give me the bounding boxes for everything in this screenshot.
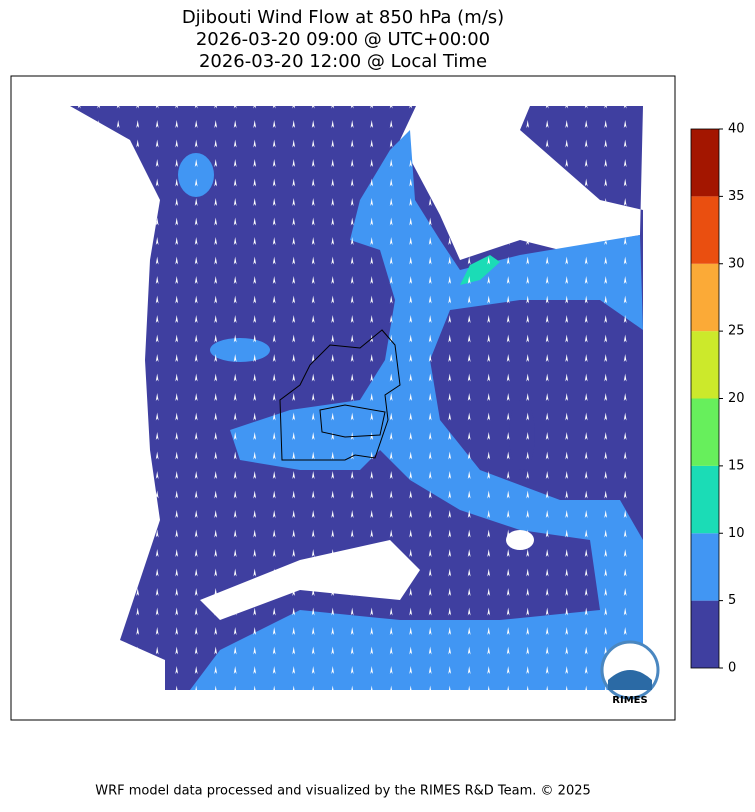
colorbar-tick-label: 5 xyxy=(728,593,736,608)
colorbar-tick-label: 10 xyxy=(728,526,745,541)
colorbar-tick-label: 25 xyxy=(728,324,745,339)
title-line: 2026-03-20 09:00 @ UTC+00:00 xyxy=(196,29,490,50)
map-field xyxy=(70,106,643,690)
map-frame xyxy=(10,75,676,721)
colorbar-segment xyxy=(691,398,719,466)
colorbar-segment xyxy=(691,533,719,601)
colorbar-tick-label: 15 xyxy=(728,458,745,473)
logo-text: RIMES xyxy=(612,695,647,706)
logo: RIMES xyxy=(600,640,660,706)
country-border xyxy=(279,329,401,461)
colorbar-frame xyxy=(690,128,720,669)
colorbar-segment xyxy=(691,465,719,534)
colorbar-tick-label: 35 xyxy=(728,189,745,204)
colorbar-tick-label: 20 xyxy=(728,391,745,406)
colorbar-tick-label: 0 xyxy=(728,661,736,676)
logo-wave xyxy=(608,670,652,690)
colorbar-segment xyxy=(691,129,719,197)
colorbar-segment xyxy=(691,196,719,264)
colorbar-tick-label: 30 xyxy=(728,256,745,271)
colorbar: 0 5 10 15 20 25 30 35 40 xyxy=(691,122,745,676)
colorbar-segment xyxy=(691,331,719,399)
title-line: Djibouti Wind Flow at 850 hPa (m/s) xyxy=(182,7,504,28)
wind-arrows xyxy=(70,106,643,690)
colorbar-segment xyxy=(691,263,719,332)
colorbar-segment xyxy=(691,600,719,668)
footer: WRF model data processed and visualized … xyxy=(95,784,591,799)
colorbar-tick-label: 40 xyxy=(728,122,745,137)
title-line: 2026-03-20 12:00 @ Local Time xyxy=(199,51,487,72)
